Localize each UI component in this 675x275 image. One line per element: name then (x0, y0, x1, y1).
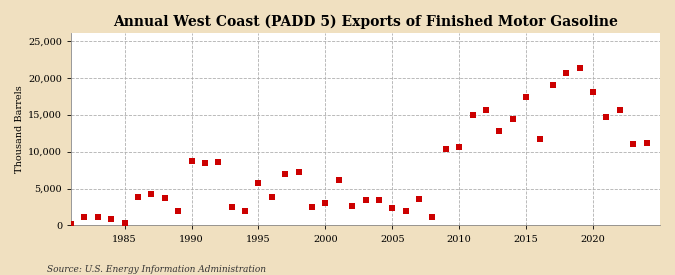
Title: Annual West Coast (PADD 5) Exports of Finished Motor Gasoline: Annual West Coast (PADD 5) Exports of Fi… (113, 15, 618, 29)
Point (387, 206, 398, 211)
Point (454, 145, 464, 149)
Point (427, 215, 438, 219)
Point (253, 181, 264, 186)
Point (400, 208, 411, 213)
Point (280, 172, 291, 176)
Point (240, 209, 250, 214)
Point (414, 197, 425, 201)
Point (159, 196, 170, 200)
Point (79, 214, 90, 219)
Point (293, 170, 304, 174)
Point (267, 194, 277, 199)
Point (588, 90, 599, 94)
Point (106, 217, 117, 221)
Point (601, 115, 612, 119)
Point (373, 197, 384, 202)
Point (520, 95, 531, 99)
Point (481, 108, 491, 112)
Point (132, 194, 143, 199)
Point (641, 141, 652, 145)
Point (173, 209, 184, 214)
Point (574, 66, 585, 70)
Point (65, 222, 76, 226)
Point (320, 201, 331, 205)
Point (494, 129, 505, 133)
Point (333, 177, 344, 182)
Point (561, 71, 572, 75)
Text: Source: U.S. Energy Information Administration: Source: U.S. Energy Information Administ… (47, 265, 266, 274)
Point (306, 205, 317, 209)
Point (360, 198, 371, 203)
Point (441, 147, 452, 152)
Point (92, 215, 103, 219)
Point (119, 220, 130, 225)
Point (213, 160, 223, 164)
Point (614, 108, 625, 112)
Y-axis label: Thousand Barrels: Thousand Barrels (15, 86, 24, 173)
Point (628, 142, 639, 146)
Point (226, 205, 237, 209)
Point (200, 160, 211, 165)
Point (467, 113, 478, 118)
Point (534, 137, 545, 141)
Point (146, 191, 157, 196)
Point (547, 83, 558, 87)
Point (186, 159, 197, 163)
Point (347, 204, 358, 208)
Point (508, 117, 518, 121)
